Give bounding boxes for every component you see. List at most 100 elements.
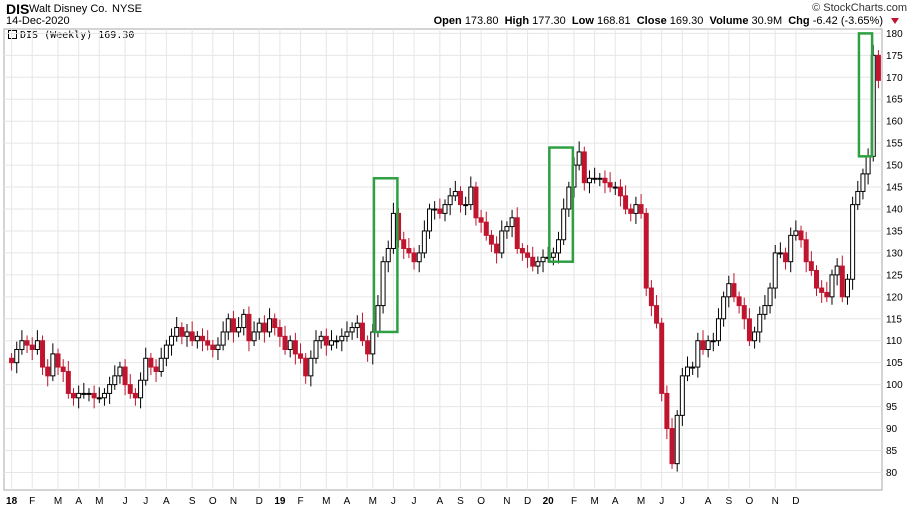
x-tick-label: M [322,496,330,507]
candle-body [509,217,515,228]
low-label: Low [571,15,594,27]
y-tick-label: 135 [886,226,903,237]
candle-body [138,379,144,399]
candle-body [855,190,861,206]
x-tick-label: A [163,496,170,507]
candle-body [561,208,567,241]
candle-body [700,340,706,351]
candle-body [690,366,696,369]
candle-body [643,212,649,289]
candle-body [664,392,670,430]
candle-body [132,392,138,399]
candle-body [370,331,376,355]
candle-body [494,243,500,254]
candle-body [648,287,654,307]
candle-body [478,217,484,223]
ticker-symbol: DIS [6,1,30,17]
candle-body [359,322,365,342]
x-tick-label: O [209,496,217,507]
candle-body [556,239,562,254]
candle-body [860,173,866,192]
candle-body [19,340,25,351]
candle-body [447,195,453,206]
candle-body [179,327,185,337]
x-tick-label: F [297,496,303,507]
chg-label: Chg [788,15,810,27]
candle-body [189,331,195,342]
x-tick-label: D [792,496,799,507]
candle-body [695,340,701,368]
candle-body [70,392,76,399]
y-tick-label: 150 [886,161,903,172]
candle-body [24,340,30,346]
y-tick-label: 180 [886,29,903,40]
x-tick-label: M [369,496,377,507]
candle-body [50,353,56,377]
candle-body [592,177,598,180]
x-tick-label: J [680,496,685,507]
y-tick-label: 120 [886,292,903,303]
candle-body [777,252,783,255]
x-tick-label: M [54,496,62,507]
candle-body [442,204,448,214]
candle-body [685,366,691,377]
x-tick-label: M [95,496,103,507]
candle-body [210,344,216,351]
candle-body [752,331,758,342]
candle-body [215,344,221,351]
candle-body [623,195,629,210]
candle-body [659,322,665,394]
candle-body [205,340,211,346]
x-tick-label: D [256,496,263,507]
x-tick-label: M [590,496,598,507]
close-label: Close [636,15,667,27]
candle-body [875,54,881,81]
candle-body [762,305,768,315]
candle-body [86,392,92,395]
candle-body [726,283,732,298]
x-tick-label: N [503,496,510,507]
legend-swatch-icon [8,30,17,39]
candle-body [416,252,422,263]
exchange-name: NYSE [112,3,142,15]
high-value: 177.30 [532,15,566,27]
candle-body [163,344,169,359]
candle-body [385,248,391,263]
x-tick-label: F [29,496,35,507]
candle-body [767,287,773,307]
company-name: Walt Disney Co. [29,3,108,15]
y-tick-label: 125 [886,270,903,281]
candle-body [819,287,825,293]
chart-date: 14-Dec-2020 [6,15,70,27]
y-tick-label: 80 [886,468,898,479]
y-tick-label: 140 [886,205,903,216]
candle-body [318,335,324,342]
x-tick-label: A [344,496,351,507]
candle-body [783,252,789,263]
y-tick-label: 110 [886,336,902,347]
x-tick-label: J [123,496,128,507]
candle-body [117,366,123,377]
highlight-box [372,177,399,334]
open-label: Open [433,15,462,27]
x-tick-label: J [659,496,664,507]
candle-body [654,305,660,324]
x-tick-label: N [230,496,237,507]
candle-body [65,370,71,394]
x-tick-label: O [477,496,485,507]
candle-body [679,375,685,416]
candle-body [55,353,61,368]
candle-body [174,327,180,337]
y-tick-label: 160 [886,117,903,128]
candle-body [9,357,15,364]
x-tick-label: S [457,496,464,507]
candle-body [323,335,329,346]
x-tick-label: J [391,496,396,507]
candle-body [406,248,412,254]
candle-body [617,186,623,197]
candle-body [380,261,386,307]
candle-body [411,252,417,263]
candle-body [34,340,40,351]
